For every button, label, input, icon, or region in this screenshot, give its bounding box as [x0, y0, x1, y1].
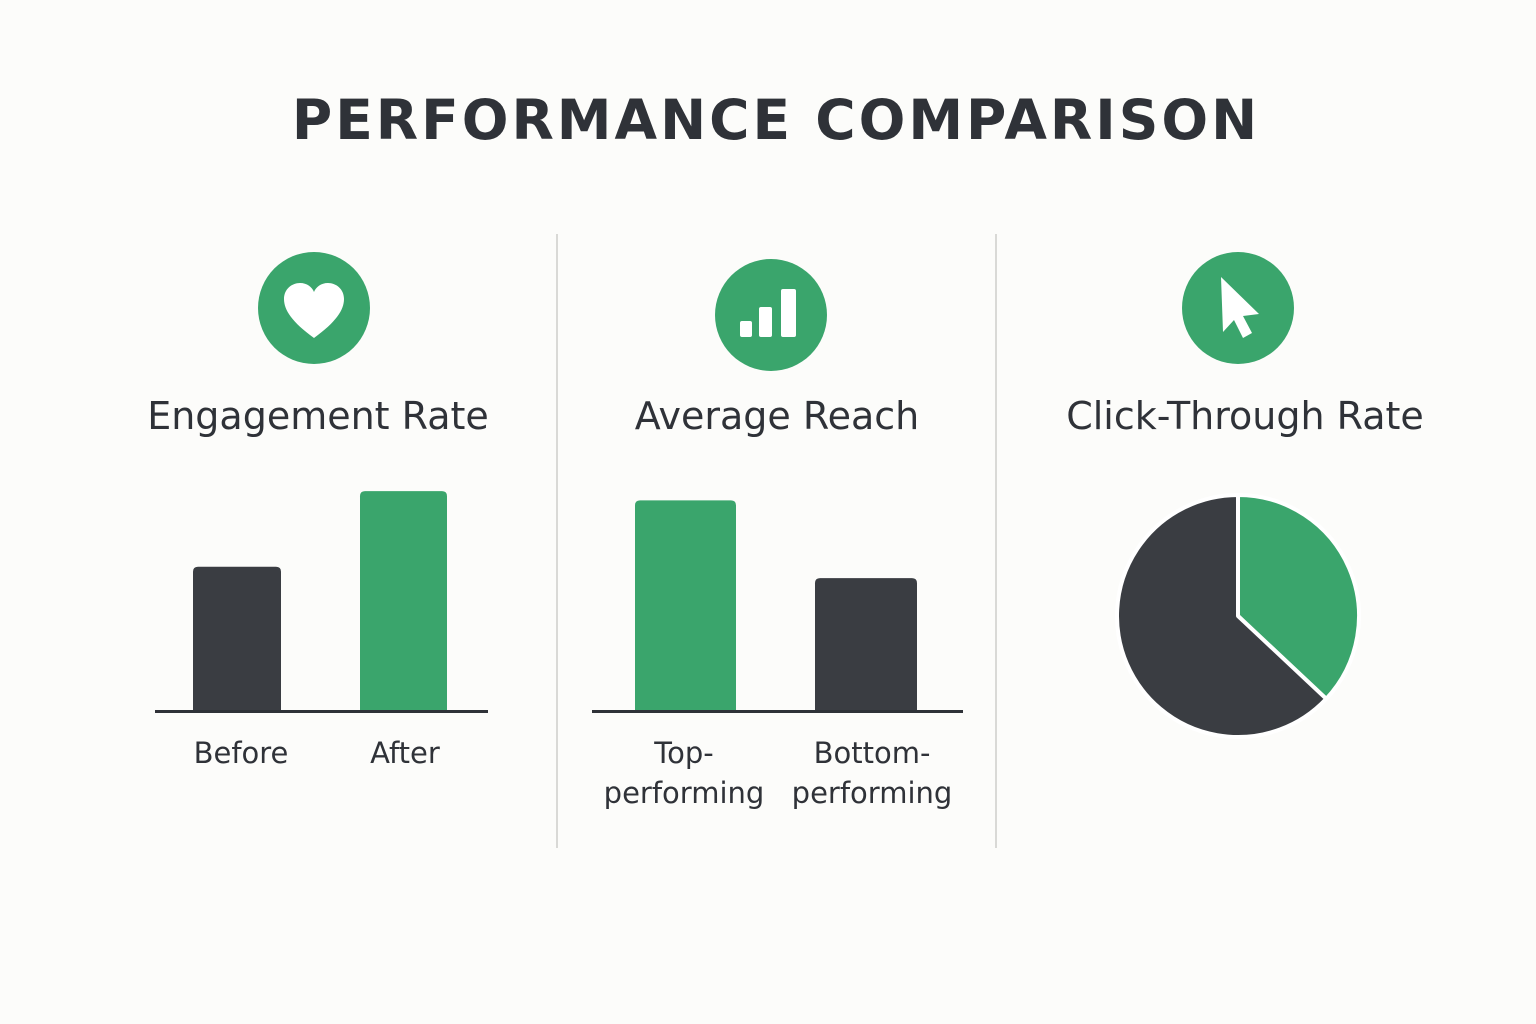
tick-label-before: Before	[141, 733, 341, 773]
bar-after	[360, 491, 447, 711]
tick-label-line: Top-	[654, 736, 714, 770]
engagement-rate-title: Engagement Rate	[147, 394, 489, 438]
page-title: PERFORMANCE COMPARISON	[291, 88, 1261, 152]
tick-label-line: After	[370, 736, 440, 770]
tick-label-top-performing: Top-performing	[584, 733, 784, 813]
average-reach-title: Average Reach	[634, 394, 920, 438]
panel-divider-1	[556, 234, 558, 848]
bar-chart-icon	[715, 259, 827, 371]
tick-label-line: Bottom-	[813, 736, 931, 770]
bar-top-performing	[635, 500, 736, 711]
bar-before	[193, 566, 281, 711]
cursor-icon	[1182, 252, 1294, 364]
tick-label-line: performing	[791, 776, 953, 810]
pie-slice-2	[1115, 493, 1329, 739]
tick-label-line: performing	[603, 776, 765, 810]
panel-divider-2	[995, 234, 997, 848]
tick-label-after: After	[305, 733, 505, 773]
click-through-rate-title: Click-Through Rate	[1066, 394, 1424, 438]
tick-label-line: Before	[193, 736, 289, 770]
heart-icon	[258, 252, 370, 364]
bar-bottom-performing	[815, 578, 917, 711]
tick-label-bottom-performing: Bottom-performing	[772, 733, 972, 813]
pie-slice-1	[1236, 493, 1362, 701]
